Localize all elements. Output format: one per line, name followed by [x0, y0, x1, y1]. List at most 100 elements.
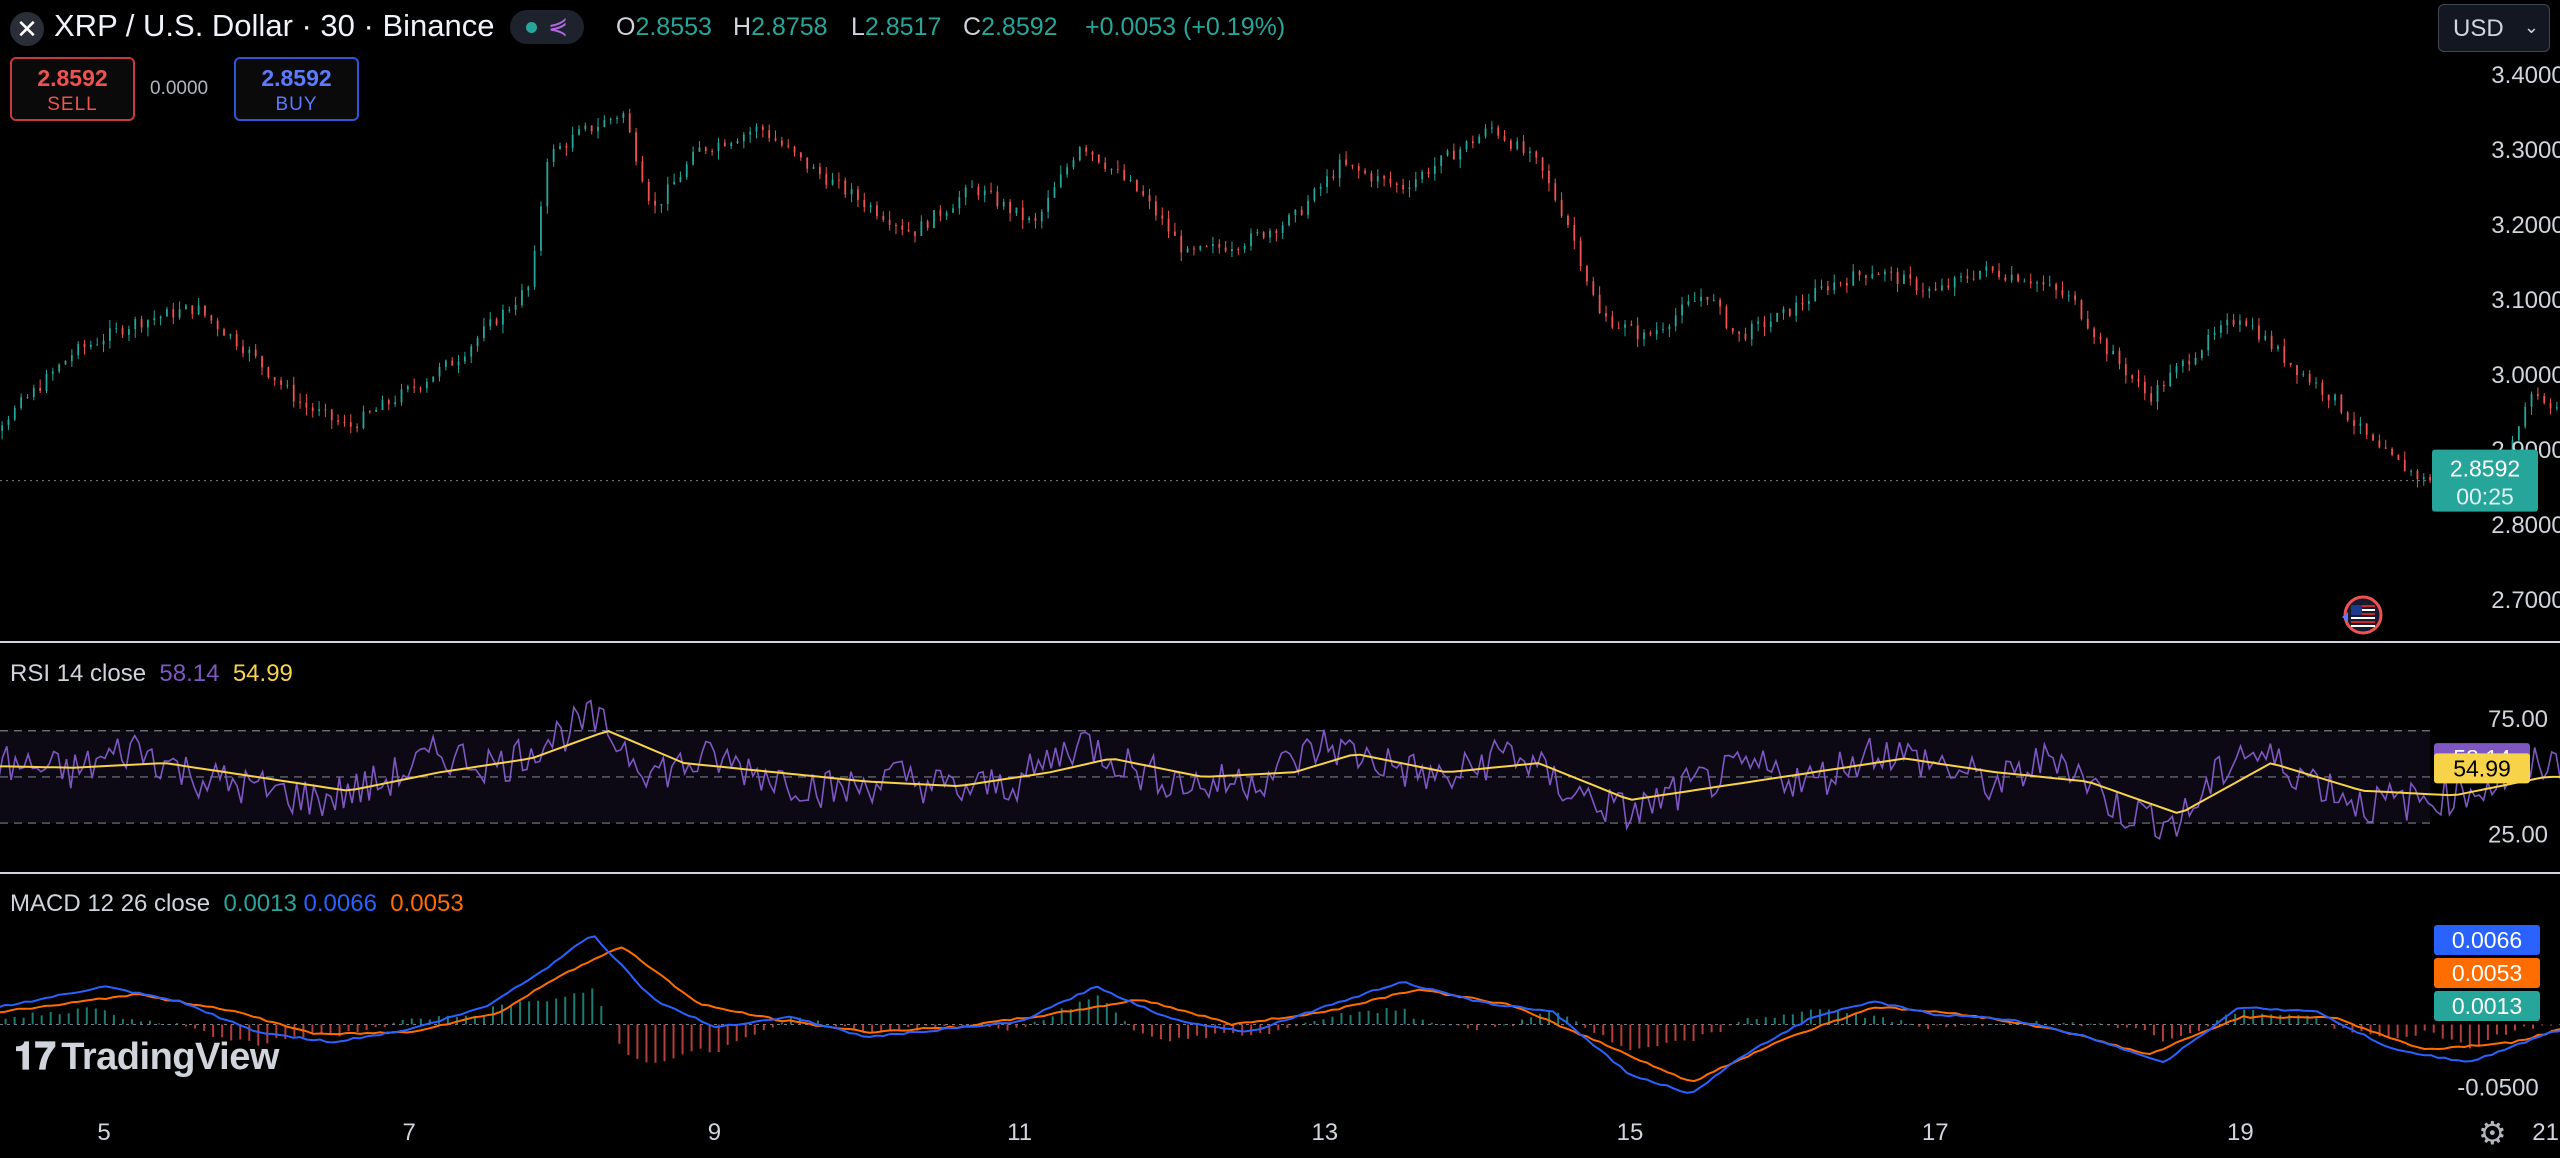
candle-body: [337, 420, 340, 422]
candle-body: [2327, 394, 2330, 401]
candle-body: [1129, 179, 1132, 181]
macd-histogram-bar: [1836, 1011, 1839, 1025]
ohlc-change: +0.0053 (+0.19%): [1085, 13, 1286, 41]
candle-body: [1668, 326, 1671, 330]
candle-body: [1503, 135, 1506, 141]
candle-body: [983, 190, 986, 196]
close-icon[interactable]: ✕: [10, 12, 44, 46]
rsi-ma-line: [0, 730, 2560, 814]
candle-body: [2010, 274, 2013, 281]
macd-histogram-bar: [654, 1024, 657, 1063]
candle-body: [679, 177, 682, 182]
macd-histogram-bar: [248, 1024, 251, 1041]
macd-histogram-bar: [2405, 1024, 2408, 1037]
candle-body: [1941, 285, 1943, 291]
macd-histogram-bar: [1629, 1024, 1632, 1051]
macd-histogram-bar: [1800, 1011, 1803, 1025]
candle-body: [470, 346, 473, 357]
candle-body: [1224, 247, 1227, 252]
sell-button[interactable]: 2.8592 SELL: [10, 57, 135, 121]
buy-button[interactable]: 2.8592 BUY: [234, 57, 359, 121]
settings-gear-icon[interactable]: ⚙: [2478, 1115, 2507, 1151]
macd-histogram-bar: [1006, 1024, 1009, 1031]
candle-body: [2372, 434, 2374, 441]
macd-histogram-bar: [1105, 1003, 1108, 1025]
macd-histogram-bar: [1187, 1024, 1190, 1039]
candle-body: [2378, 440, 2381, 448]
macd-histogram-bar: [446, 1015, 449, 1025]
candle-body: [483, 326, 485, 338]
candle-body: [432, 376, 435, 382]
candle-body: [1357, 166, 1360, 171]
candle-body: [1028, 217, 1030, 221]
candle-body: [1237, 249, 1240, 251]
candle-body: [584, 125, 587, 130]
candle-body: [2004, 277, 2007, 281]
macd-histogram-bar: [753, 1024, 756, 1035]
currency-select[interactable]: USD ⌄: [2438, 4, 2550, 52]
candle-body: [1478, 136, 1481, 144]
macd-histogram-bar: [672, 1024, 675, 1059]
candle-body: [1586, 266, 1588, 282]
candle-body: [964, 187, 967, 198]
candle-body: [438, 366, 441, 377]
candle-body: [89, 344, 92, 348]
symbol-title[interactable]: XRP / U.S. Dollar · 30 · Binance: [54, 8, 495, 43]
candle-body: [2175, 366, 2178, 373]
candle-body: [1376, 176, 1379, 182]
candle-body: [2258, 325, 2260, 340]
market-status-badge[interactable]: ⋞: [510, 10, 584, 44]
macd-histogram-bar: [482, 1015, 485, 1025]
candle-body: [685, 164, 688, 178]
macd-histogram-bar: [1466, 1024, 1469, 1029]
candle-body: [2112, 350, 2115, 355]
macd-histogram-bar: [1096, 995, 1099, 1025]
candle-body: [1852, 271, 1855, 286]
macd-histogram-bar: [257, 1024, 260, 1046]
candle-body: [463, 356, 466, 362]
candle-body: [2251, 325, 2254, 327]
macd-histogram-bar: [1827, 1009, 1830, 1025]
rsi-legend[interactable]: RSI 14 close 58.14 54.99: [10, 660, 293, 688]
candle-body: [1782, 308, 1785, 313]
macd-histogram-bar: [1692, 1024, 1695, 1042]
macd-histogram-bar: [2288, 1014, 2291, 1025]
candle-body: [1452, 150, 1455, 160]
macd-histogram-bar: [2198, 1024, 2201, 1031]
candle-body: [780, 140, 783, 146]
macd-histogram-bar: [103, 1010, 106, 1025]
macd-histogram-bar: [699, 1024, 702, 1049]
candle-body: [267, 367, 270, 378]
macd-histogram-bar: [1457, 1024, 1460, 1026]
candle-body: [2397, 454, 2400, 460]
candle-body: [641, 161, 644, 182]
macd-histogram-bar: [582, 992, 585, 1025]
candle-body: [1072, 160, 1075, 168]
candle-body: [20, 397, 23, 408]
candle-body: [318, 409, 320, 412]
macd-histogram-bar: [1891, 1022, 1894, 1025]
candle-body: [1592, 281, 1595, 295]
candle-body: [1332, 176, 1335, 179]
candle-body: [1427, 172, 1430, 174]
candle-body: [1148, 195, 1151, 202]
macd-histogram-bar: [1593, 1024, 1596, 1033]
macd-histogram-bar: [2189, 1024, 2192, 1034]
candle-body: [692, 151, 695, 165]
macd-histogram-bar: [1024, 1024, 1027, 1027]
candle-body: [159, 316, 162, 319]
candle-body: [806, 157, 809, 169]
macd-signal-line: [0, 946, 2560, 1083]
macd-histogram-bar: [1376, 1013, 1379, 1025]
candle-body: [2029, 281, 2032, 284]
candle-body: [1516, 141, 1519, 149]
macd-histogram-bar: [1087, 999, 1090, 1025]
candle-body: [730, 143, 733, 147]
macd-legend[interactable]: MACD 12 26 close 0.0013 0.0066 0.0053: [10, 890, 464, 918]
candle-body: [1624, 324, 1626, 328]
candle-body: [2188, 360, 2191, 365]
macd-histogram-bar: [2161, 1024, 2164, 1042]
candle-body: [673, 181, 675, 185]
macd-histogram-bar: [735, 1024, 738, 1042]
